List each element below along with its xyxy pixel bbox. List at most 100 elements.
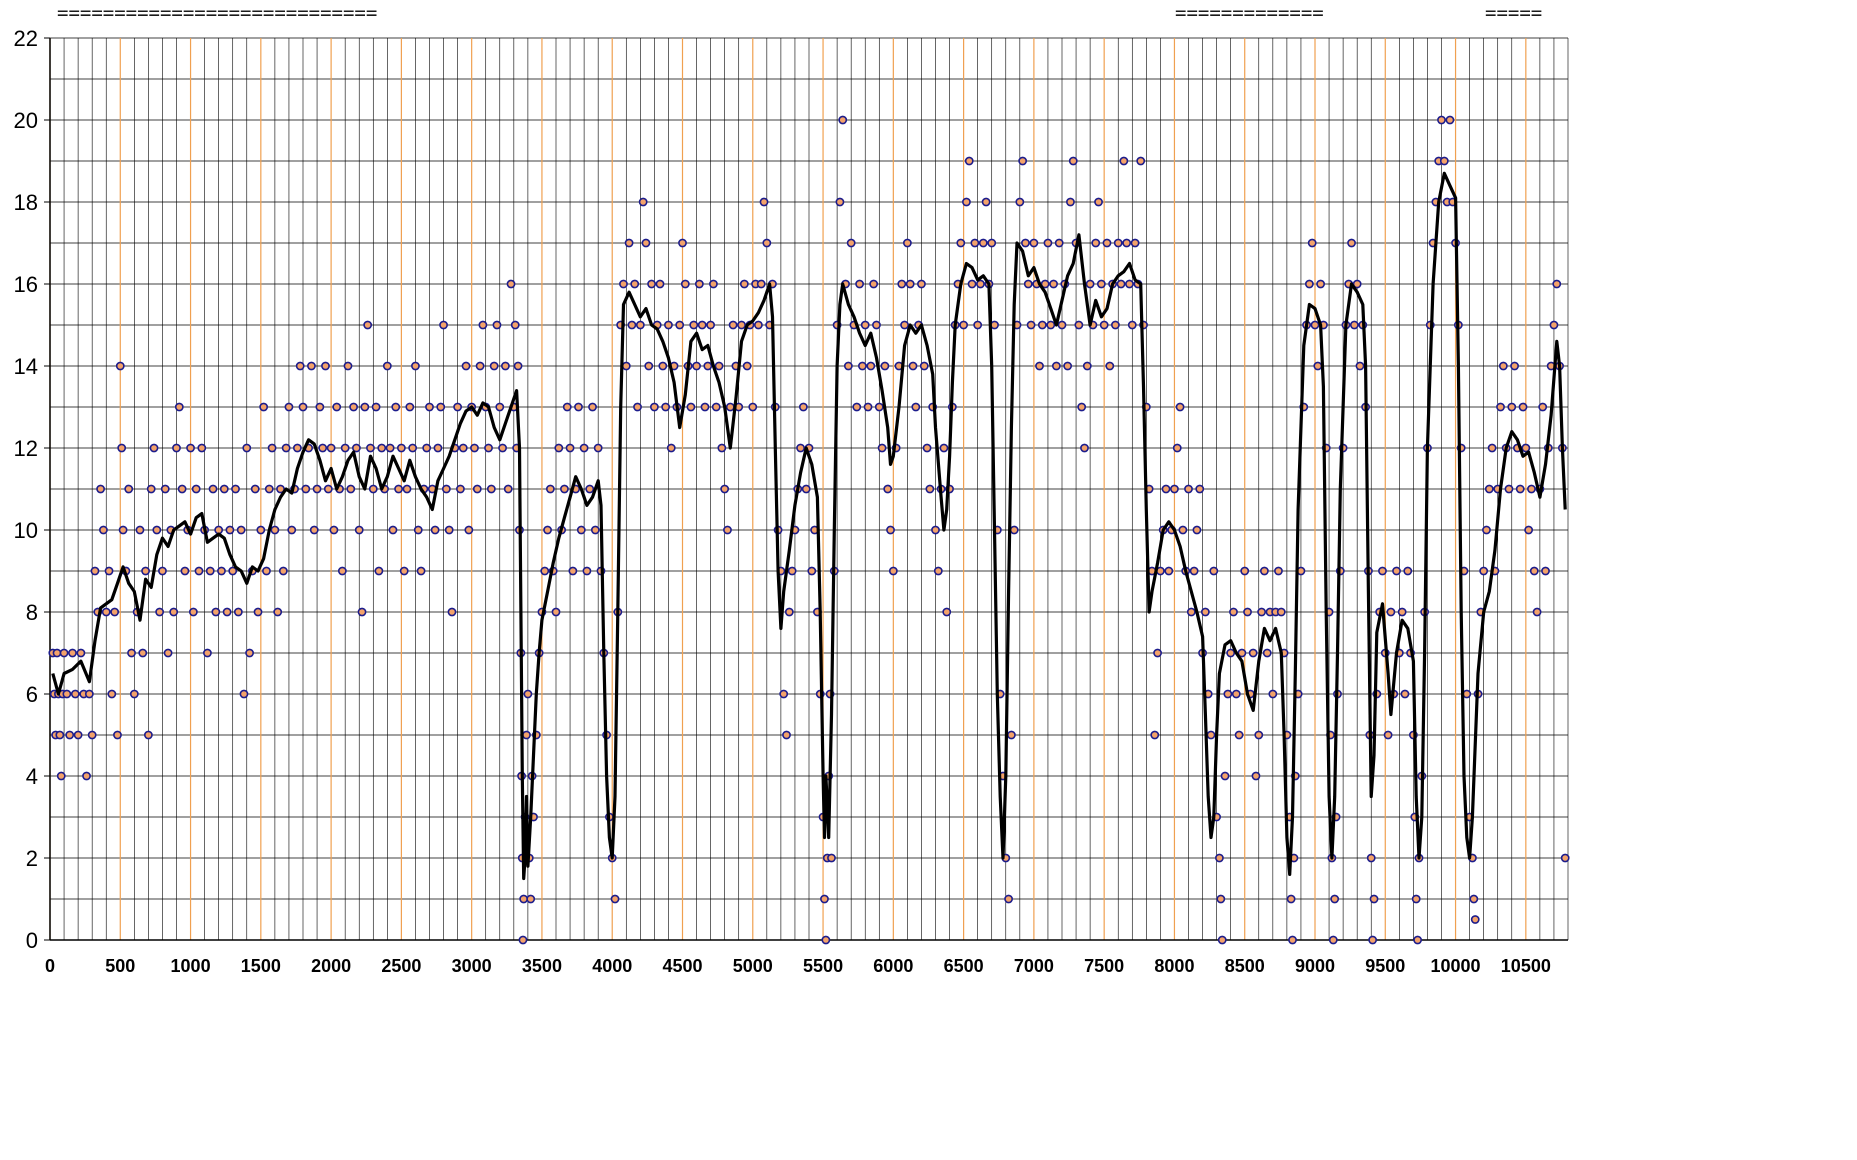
scatter-point (1527, 484, 1536, 494)
scatter-point (798, 402, 808, 412)
scatter-point (1386, 607, 1396, 617)
scatter-point (1313, 361, 1323, 371)
scatter-point (301, 484, 311, 494)
scatter-point (779, 689, 789, 699)
scatter-point (1231, 689, 1241, 699)
scatter-point (784, 607, 794, 617)
scatter-point (1164, 566, 1174, 576)
scatter-point (649, 402, 659, 412)
scatter-point (104, 566, 114, 576)
scatter-point (267, 443, 277, 453)
scatter-point (827, 853, 836, 863)
scatter-point (135, 525, 145, 535)
scatter-point (1355, 361, 1365, 371)
scatter-point (1470, 915, 1480, 924)
scatter-point (1125, 279, 1134, 289)
scatter-point (163, 648, 173, 658)
scatter-point (436, 402, 446, 412)
scatter-point (413, 525, 423, 535)
scatter-point (1113, 238, 1123, 248)
scatter-point (447, 607, 457, 617)
scatter-point (1102, 238, 1112, 248)
scatter-point (1223, 689, 1233, 699)
scatter-point (700, 402, 710, 412)
scatter-point (1127, 320, 1137, 330)
scatter-point (1307, 238, 1317, 248)
scatter-point (149, 443, 159, 453)
scatter-point (225, 525, 235, 535)
scatter-point (399, 566, 409, 576)
scatter-point (1094, 197, 1103, 207)
scatter-point (973, 320, 983, 330)
scatter-point (1043, 238, 1053, 248)
scatter-point (1243, 607, 1252, 617)
x-tick-label: 9000 (1295, 956, 1335, 976)
scatter-point (287, 525, 297, 535)
scatter-point (1240, 566, 1250, 576)
scatter-point (523, 689, 533, 699)
x-tick-label: 8000 (1154, 956, 1194, 976)
x-tick-label: 7000 (1014, 956, 1054, 976)
scatter-point (633, 402, 642, 412)
scatter-point (222, 607, 232, 617)
scatter-point (332, 402, 342, 412)
scatter-point (919, 361, 929, 371)
scatter-point (1229, 607, 1238, 617)
scatter-point (820, 894, 829, 904)
scatter-point (1136, 156, 1146, 166)
scatter-point (160, 484, 170, 494)
scatter-point (560, 484, 569, 494)
scatter-point (315, 402, 325, 412)
scatter-point (1057, 320, 1067, 330)
scatter-point (439, 320, 448, 330)
scatter-point (1046, 320, 1056, 330)
scatter-point (236, 525, 246, 535)
scatter-point (82, 771, 91, 781)
scatter-point (1119, 156, 1129, 166)
scatter-point (146, 484, 156, 494)
scatter-point (967, 279, 977, 289)
scatter-point (754, 320, 763, 330)
scatter-point (574, 402, 583, 412)
scatter-point (987, 238, 997, 248)
scatter-point (1186, 607, 1196, 617)
scatter-point (585, 484, 595, 494)
scatter-point (489, 361, 499, 371)
scatter-point (1538, 402, 1548, 412)
scatter-point (962, 197, 971, 207)
scatter-point (321, 361, 330, 371)
scatter-point (284, 402, 294, 412)
scatter-point (1192, 525, 1202, 535)
scatter-point (273, 607, 283, 617)
scatter-point (1366, 853, 1376, 863)
x-tick-label: 5500 (803, 956, 843, 976)
scatter-point (1216, 894, 1226, 904)
scatter-point (1368, 935, 1378, 945)
scatter-point (411, 361, 420, 371)
scatter-point (180, 566, 190, 576)
scatter-point (1220, 771, 1230, 781)
scatter-point (87, 730, 97, 740)
x-tick-label: 6000 (873, 956, 913, 976)
scatter-point (661, 402, 671, 412)
scatter-point (641, 238, 651, 248)
scatter-point (346, 484, 356, 494)
scatter-point (127, 648, 136, 658)
scatter-point (1037, 320, 1047, 330)
scatter-point (503, 484, 513, 494)
scatter-point (1096, 279, 1106, 289)
scatter-point (1209, 566, 1219, 576)
scatter-point (911, 402, 921, 412)
scatter-point (510, 320, 520, 330)
scatter-point (152, 525, 162, 535)
scatter-point (453, 402, 463, 412)
scatter-point (394, 484, 403, 494)
scatter-point (1080, 443, 1089, 453)
scatter-point (1172, 443, 1182, 453)
scatter-point (638, 197, 648, 207)
scatter-point (748, 402, 758, 412)
scatter-point (554, 443, 564, 453)
scatter-point (264, 484, 274, 494)
scatter-point (186, 443, 195, 453)
scatter-point (1349, 320, 1359, 330)
